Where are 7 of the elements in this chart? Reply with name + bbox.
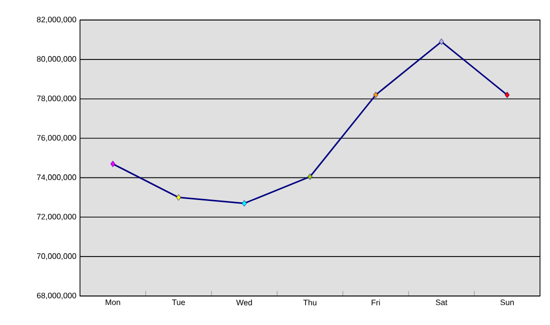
point xyxy=(242,200,247,207)
point xyxy=(504,92,510,98)
point xyxy=(438,38,444,45)
point xyxy=(373,92,378,98)
point xyxy=(176,194,182,201)
point xyxy=(308,174,312,180)
point xyxy=(110,160,116,168)
